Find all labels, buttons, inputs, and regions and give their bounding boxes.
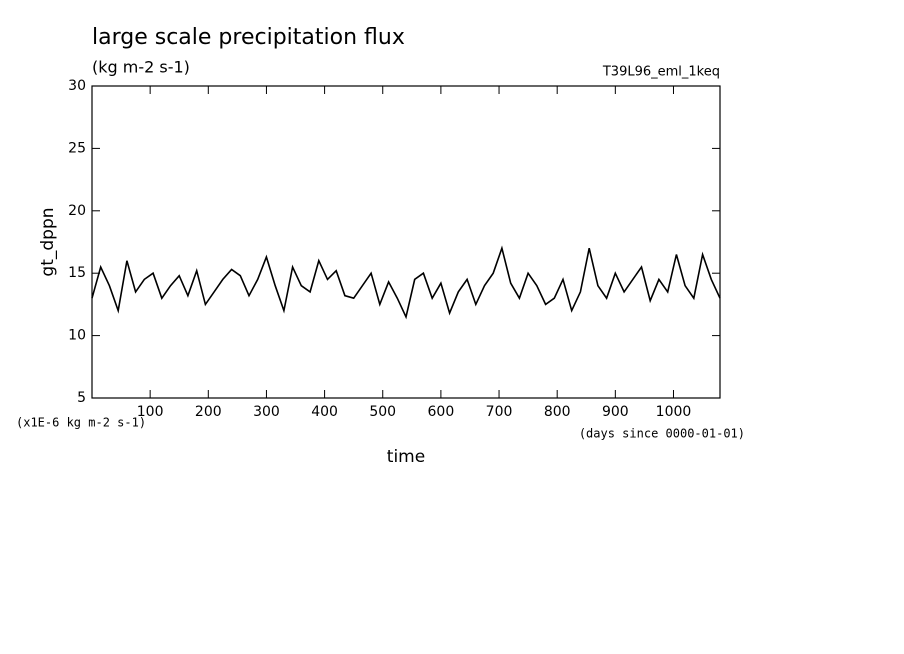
chart-title: large scale precipitation flux (92, 25, 405, 50)
y-tick-label: 5 (77, 390, 86, 406)
y-tick-label: 20 (68, 203, 86, 219)
annotation: T39L96_eml_1keq (602, 65, 720, 80)
x-axis-label: time (387, 447, 425, 467)
y-tick-label: 10 (68, 328, 86, 344)
x-tick-label: 200 (195, 404, 222, 420)
y-tick-label: 30 (68, 78, 86, 94)
x-tick-label: 1000 (656, 404, 692, 420)
x-tick-label: 800 (544, 404, 571, 420)
y-tick-label: 25 (68, 140, 86, 156)
x-tick-label: 500 (369, 404, 396, 420)
x-unit: (days since 0000-01-01) (579, 427, 745, 441)
y-tick-label: 15 (68, 265, 86, 281)
chart-subtitle: (kg m-2 s-1) (92, 58, 190, 77)
y-unit: (x1E-6 kg m-2 s-1) (16, 416, 146, 430)
x-tick-label: 600 (428, 404, 455, 420)
plot-frame (91, 85, 721, 399)
x-tick-label: 400 (311, 404, 338, 420)
x-tick-label: 700 (486, 404, 513, 420)
data-line (91, 245, 721, 320)
x-tick-label: 100 (137, 404, 164, 420)
x-tick-label: 300 (253, 404, 280, 420)
y-axis-label: gt_dppn (38, 207, 58, 276)
x-tick-label: 900 (602, 404, 629, 420)
